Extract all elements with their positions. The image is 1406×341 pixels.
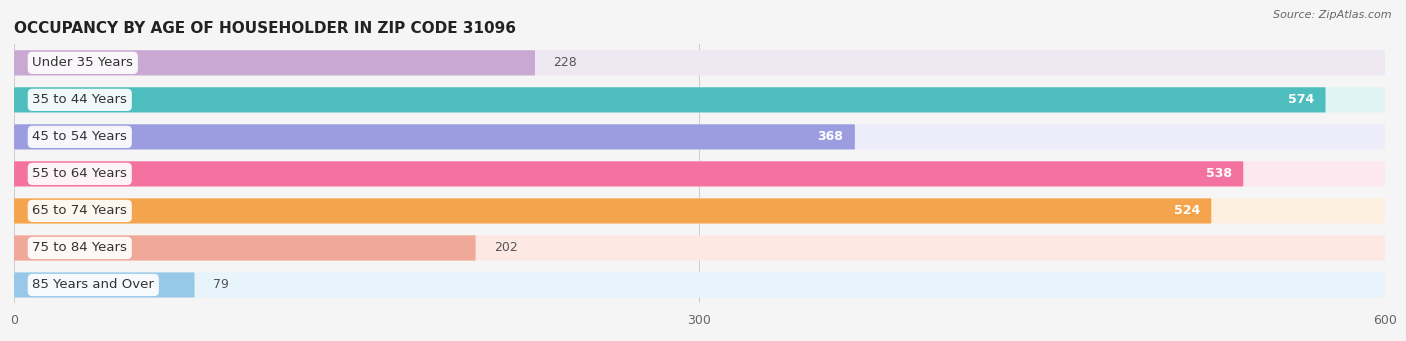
FancyBboxPatch shape <box>14 272 194 298</box>
Text: 55 to 64 Years: 55 to 64 Years <box>32 167 127 180</box>
Text: 75 to 84 Years: 75 to 84 Years <box>32 241 127 254</box>
FancyBboxPatch shape <box>14 50 536 75</box>
Text: OCCUPANCY BY AGE OF HOUSEHOLDER IN ZIP CODE 31096: OCCUPANCY BY AGE OF HOUSEHOLDER IN ZIP C… <box>14 21 516 36</box>
FancyBboxPatch shape <box>14 87 1326 113</box>
FancyBboxPatch shape <box>14 161 1385 187</box>
FancyBboxPatch shape <box>14 235 1385 261</box>
Text: 538: 538 <box>1206 167 1232 180</box>
FancyBboxPatch shape <box>14 50 1385 75</box>
Text: 574: 574 <box>1288 93 1315 106</box>
Text: 79: 79 <box>212 279 229 292</box>
Text: 228: 228 <box>554 56 576 69</box>
Text: 85 Years and Over: 85 Years and Over <box>32 279 155 292</box>
FancyBboxPatch shape <box>14 124 1385 149</box>
FancyBboxPatch shape <box>14 124 855 149</box>
FancyBboxPatch shape <box>14 235 475 261</box>
FancyBboxPatch shape <box>14 87 1385 113</box>
FancyBboxPatch shape <box>14 272 1385 298</box>
FancyBboxPatch shape <box>14 161 1243 187</box>
Text: Source: ZipAtlas.com: Source: ZipAtlas.com <box>1274 10 1392 20</box>
Text: 35 to 44 Years: 35 to 44 Years <box>32 93 127 106</box>
Text: 65 to 74 Years: 65 to 74 Years <box>32 205 127 218</box>
FancyBboxPatch shape <box>14 198 1385 223</box>
Text: 368: 368 <box>817 130 844 143</box>
Text: 202: 202 <box>494 241 517 254</box>
Text: Under 35 Years: Under 35 Years <box>32 56 134 69</box>
Text: 45 to 54 Years: 45 to 54 Years <box>32 130 127 143</box>
FancyBboxPatch shape <box>14 198 1212 223</box>
Text: 524: 524 <box>1174 205 1199 218</box>
